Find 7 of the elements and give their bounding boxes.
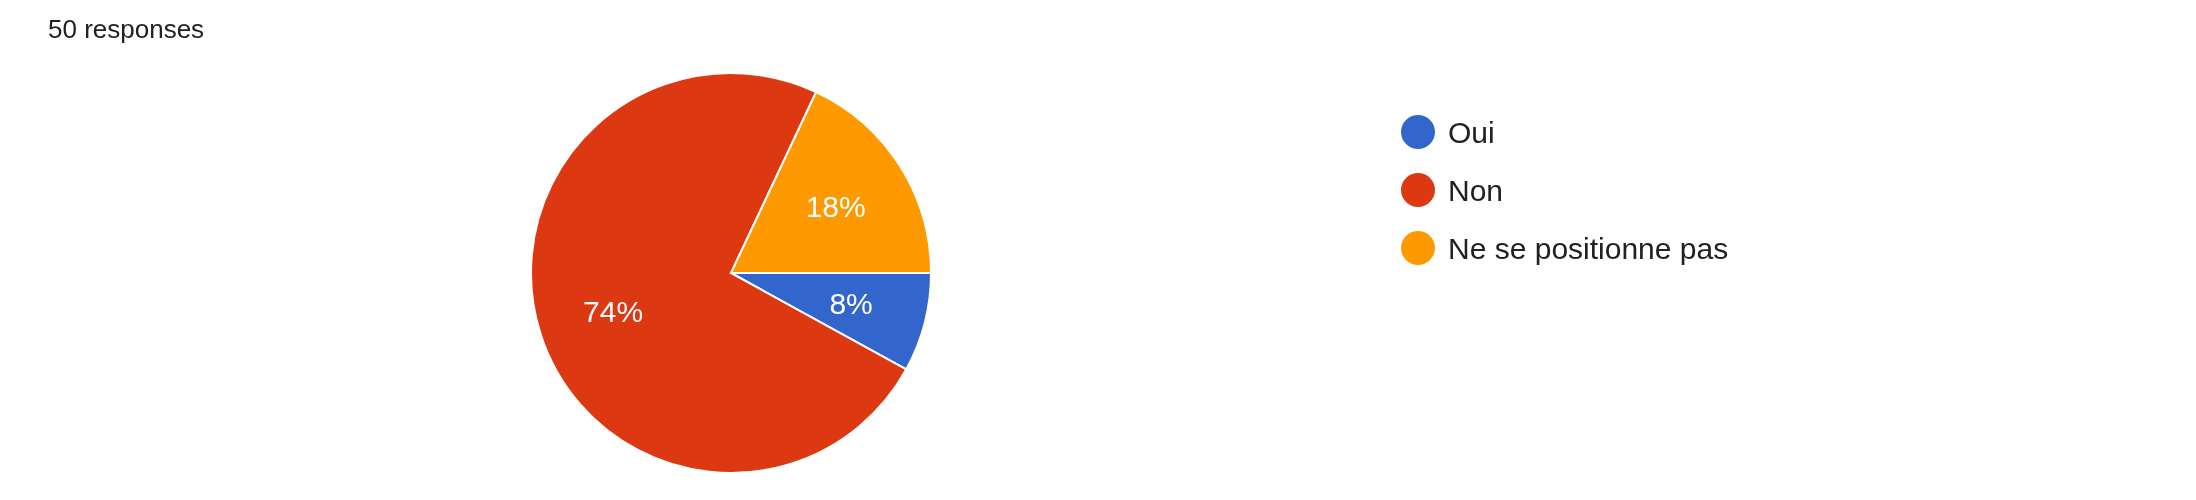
text: 50 responses bbox=[48, 14, 205, 44]
data-label: 18% bbox=[805, 190, 866, 224]
legend-label: Ne se positionne pas bbox=[1448, 231, 1729, 265]
legend-label: Oui bbox=[1448, 115, 1495, 149]
legend-label: Non bbox=[1448, 173, 1504, 207]
data-label: 74% bbox=[583, 294, 644, 328]
data-label: 8% bbox=[829, 287, 873, 321]
